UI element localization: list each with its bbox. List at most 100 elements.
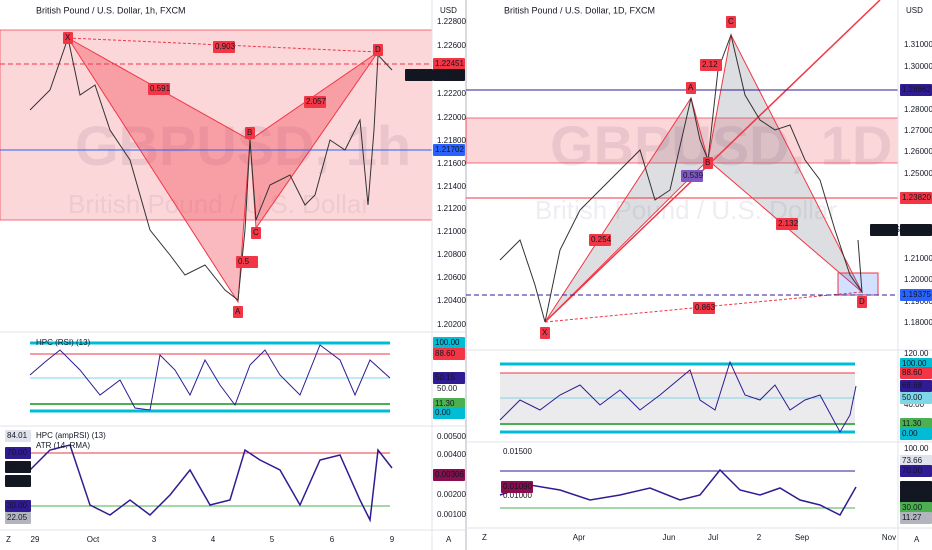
ratio-label-bg	[693, 302, 715, 314]
price-badge-bg	[900, 289, 932, 301]
rsi-line	[29, 344, 391, 411]
time-tick-label: Jul	[708, 533, 718, 542]
rsi-badge-bg	[433, 337, 465, 349]
watermark: GBPUSD, 1h	[75, 114, 411, 177]
price-tick-label: 1.20800	[437, 250, 466, 259]
amp-left-badge-bg	[5, 500, 31, 512]
amp-left-badge-bg	[5, 475, 31, 487]
amp-tick-label: 0.00200	[437, 490, 466, 499]
time-tick-label: 2	[757, 533, 762, 542]
watermark-name: British Pound / U.S. Dollar	[68, 189, 370, 219]
amp-line	[499, 468, 857, 516]
amp-right-badge: 11.27	[902, 513, 922, 522]
amp-right-badge: 50.00	[902, 492, 923, 501]
amp-left-badge: 22.05	[7, 513, 28, 522]
corner-button: A	[914, 535, 920, 544]
price-tick-label: 1.21600	[437, 159, 466, 168]
amp-badge-bg	[501, 481, 533, 493]
rsi-badge: 50.15	[435, 373, 456, 382]
amp-right-badge-bg	[900, 455, 932, 467]
price-tick-label: 1.21400	[437, 182, 466, 191]
ratio-label: 2.057	[306, 97, 327, 106]
pattern-point-bg	[233, 306, 243, 318]
time-tick-label: Nov	[882, 533, 896, 542]
pattern-point: C	[253, 228, 259, 237]
amp-right-badge-bg	[900, 465, 932, 477]
amp-tick-label: 0.01500	[503, 447, 532, 456]
rsi-tick-label: 120.00	[904, 349, 929, 358]
indicator-title: HPC (ampRSI) (13)	[36, 431, 106, 440]
pattern-point-bg	[686, 82, 696, 94]
amp-right-badge: 73.66	[902, 456, 923, 465]
rsi-badge: 100.00	[902, 359, 927, 368]
rsi-badge-bg	[900, 367, 932, 379]
time-tick-label: 5	[270, 535, 275, 544]
target-box	[837, 272, 879, 296]
price-badge: 1.22451	[435, 59, 464, 68]
price-badge: 1.22356	[902, 225, 931, 234]
price-tick-label: 1.22800	[437, 17, 466, 26]
rsi-tick-label: 40.00	[904, 400, 925, 409]
price-badge: 1.28862	[902, 85, 931, 94]
rsi-badge-bg	[900, 392, 932, 404]
ratio-label-bg	[681, 170, 703, 182]
price-tick-label: 1.21800	[437, 136, 466, 145]
symbol-badge-bg	[405, 69, 433, 81]
amp-right-badge-bg	[900, 481, 932, 493]
amp-left-badge-bg	[5, 447, 31, 459]
price-tick-label: 1.21000	[904, 254, 932, 263]
rsi-badge-bg	[900, 380, 932, 392]
time-tick-label: 3	[152, 535, 157, 544]
ratio-label: 0.539	[683, 171, 704, 180]
indicator-title: ATR (14, RMA)	[36, 441, 90, 450]
time-tick-label: Apr	[573, 533, 586, 542]
time-tick-label: Oct	[87, 535, 100, 544]
ratio-label: 0.863	[695, 303, 716, 312]
pattern-point: B	[247, 128, 252, 137]
symbol-badge: GBPUSD	[407, 70, 441, 79]
ratio-label: 0.591	[150, 84, 171, 93]
time-tick-label: Sep	[795, 533, 810, 542]
amp-left-badge: 50.00	[7, 476, 28, 485]
rsi-badge-bg	[433, 407, 465, 419]
pattern-point: X	[542, 328, 548, 337]
amp-tick-label: 0.00100	[437, 510, 466, 519]
time-tick-label: 6	[330, 535, 335, 544]
rsi-badge: 0.00	[902, 429, 918, 438]
rsi-badge-bg	[900, 428, 932, 440]
price-tick-label: 1.26000	[904, 147, 932, 156]
price-tick-label: 1.20400	[437, 296, 466, 305]
rsi-badge: 88.60	[435, 349, 456, 358]
price-tick-label: 1.25000	[904, 169, 932, 178]
pattern-line	[544, 291, 863, 323]
currency: USD	[906, 6, 923, 15]
amp-left-badge-bg	[5, 512, 31, 524]
price-tick-label: 1.21200	[437, 204, 466, 213]
price-badge-bg	[900, 192, 932, 204]
price-tick-label: 1.19000	[904, 297, 932, 306]
price-badge: 1.19375	[902, 290, 931, 299]
price-tick-label: 1.20600	[437, 273, 466, 282]
time-tick-label: 9	[390, 535, 395, 544]
watermark: GBPUSD, 1D	[550, 114, 892, 177]
symbol-badge: GBPUSD	[872, 225, 906, 234]
price-line	[29, 36, 393, 301]
pattern-point: A	[235, 307, 241, 316]
amp-right-badge-bg	[900, 491, 932, 503]
ratio-label: 0.5	[238, 257, 250, 266]
rsi-badge: 100.00	[435, 338, 460, 347]
rsi-line	[499, 360, 857, 434]
rsi-badge: 0.00	[435, 408, 451, 417]
amp-left-badge-bg	[5, 461, 31, 473]
amp-left-badge: 70.00	[7, 448, 28, 457]
ratio-label-bg	[236, 256, 258, 268]
ratio-label: 0.254	[591, 235, 612, 244]
pattern-point-bg	[857, 296, 867, 308]
price-tick-label: 1.22200	[437, 89, 466, 98]
ratio-label-bg	[700, 59, 722, 71]
amp-left-badge: 84.01	[7, 431, 28, 440]
price-badge-bg	[433, 58, 465, 70]
ratio-label: 0.903	[215, 42, 236, 51]
pattern-point: X	[65, 33, 71, 42]
